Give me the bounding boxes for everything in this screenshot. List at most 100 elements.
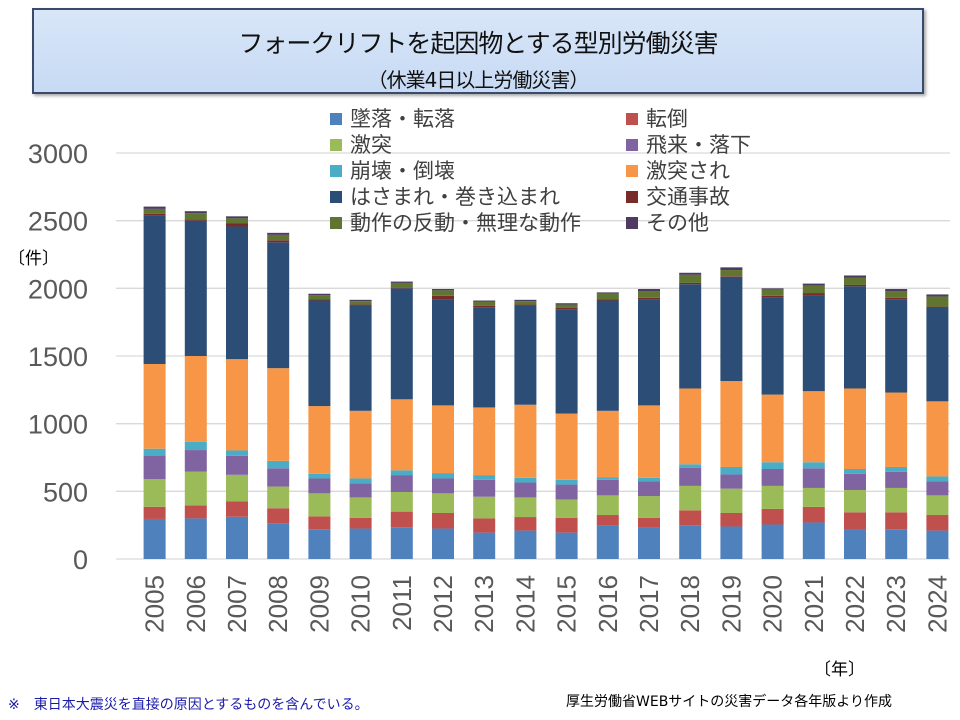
bar-segment — [390, 282, 413, 288]
bar-segment — [885, 529, 908, 559]
x-tick-label: 2022 — [840, 575, 870, 633]
bar-segment — [555, 517, 578, 533]
legend-label: 飛来・落下 — [646, 133, 751, 157]
bar-segment — [802, 468, 825, 488]
legend-label: 動作の反動・無理な動作 — [350, 211, 581, 235]
bar-segment — [143, 448, 166, 456]
x-tick-label: 2009 — [304, 575, 334, 633]
bar-segment — [473, 407, 496, 476]
legend-item: 墜落・転落 — [330, 106, 455, 132]
bar-segment — [308, 473, 331, 479]
y-tick-label: 500 — [43, 477, 88, 507]
bar-segment — [226, 359, 248, 451]
bar-segment — [638, 289, 660, 292]
bar-segment — [926, 294, 949, 297]
bar-segment — [267, 368, 290, 461]
legend-swatch — [330, 139, 342, 151]
bar-segment — [143, 455, 166, 480]
bar-segment — [473, 518, 496, 533]
x-tick-label: 2019 — [716, 575, 746, 633]
bar-segment — [184, 211, 207, 214]
bar-segment — [761, 394, 784, 463]
bar-segment — [349, 517, 372, 529]
legend-item: 崩壊・倒壊 — [330, 158, 455, 184]
legend-label: 墜落・転落 — [350, 107, 455, 131]
bar-segment — [267, 232, 290, 235]
legend-swatch — [626, 165, 638, 177]
legend-label: 交通事故 — [646, 185, 730, 209]
bar-segment — [555, 484, 578, 500]
bar-segment — [390, 492, 413, 512]
legend-label: 激突 — [350, 133, 392, 157]
bar-segment — [555, 307, 578, 310]
bar-segment — [514, 477, 537, 483]
bar-segment — [555, 303, 578, 305]
bar-segment — [349, 478, 372, 484]
bar-segment — [184, 219, 207, 221]
legend-swatch — [330, 191, 342, 203]
bar-segment — [267, 468, 290, 487]
legend-item: 動作の反動・無理な動作 — [330, 210, 581, 236]
bar-segment — [555, 309, 578, 414]
bar-segment — [679, 525, 702, 559]
bar-segment — [596, 293, 619, 300]
bar-segment — [885, 487, 908, 513]
bar-segment — [802, 391, 825, 463]
bar-segment — [638, 517, 660, 528]
bar-segment — [761, 295, 784, 298]
bar-segment — [638, 299, 660, 406]
bar-segment — [514, 404, 537, 478]
bar-segment — [638, 496, 660, 518]
bar-segment — [514, 304, 537, 306]
bar-segment — [226, 218, 248, 224]
bar-segment — [555, 499, 578, 518]
bar-segment — [802, 462, 825, 469]
bar-segment — [844, 284, 866, 287]
bar-segment — [555, 532, 578, 559]
bar-segment — [844, 275, 866, 278]
bar-segment — [802, 487, 825, 507]
bar-segment — [267, 242, 290, 369]
bar-segment — [885, 289, 908, 292]
bar-segment — [720, 267, 743, 271]
bar-segment — [679, 485, 702, 511]
bar-segment — [432, 473, 454, 479]
x-tick-label: 2023 — [881, 575, 911, 633]
y-tick-label: 0 — [73, 545, 88, 575]
bar-segment — [844, 529, 866, 559]
x-tick-label: 2012 — [428, 575, 458, 633]
bar-segment — [679, 464, 702, 468]
bar-segment — [926, 476, 949, 482]
bar-segment — [555, 413, 578, 480]
bar-segment — [638, 527, 660, 559]
bar-segment — [720, 276, 743, 277]
bar-segment — [184, 471, 207, 506]
bar-segment — [596, 300, 619, 411]
bar-segment — [514, 301, 537, 305]
legend-swatch — [626, 139, 638, 151]
bar-segment — [267, 460, 290, 469]
bar-segment — [349, 483, 372, 498]
x-tick-label: 2011 — [387, 575, 417, 631]
y-axis-unit-label: 〔件〕 — [8, 249, 59, 269]
bar-segment — [390, 527, 413, 559]
bar-segment — [926, 296, 949, 307]
bar-segment — [720, 488, 743, 513]
bar-segment — [885, 297, 908, 300]
bar-segment — [514, 482, 537, 498]
bar-segment — [720, 381, 743, 467]
bar-segment — [432, 478, 454, 494]
bar-segment — [432, 299, 454, 406]
bar-segment — [349, 305, 372, 411]
bar-segment — [844, 512, 866, 530]
legend-label: 激突され — [646, 159, 730, 183]
bar-segment — [679, 272, 702, 275]
bar-segment — [802, 285, 825, 294]
bar-segment — [761, 288, 784, 290]
legend-swatch — [626, 217, 638, 229]
bar-segment — [308, 478, 331, 494]
bar-segment — [844, 388, 866, 470]
bar-segment — [885, 291, 908, 298]
bar-segment — [349, 410, 372, 479]
bar-segment — [596, 477, 619, 480]
